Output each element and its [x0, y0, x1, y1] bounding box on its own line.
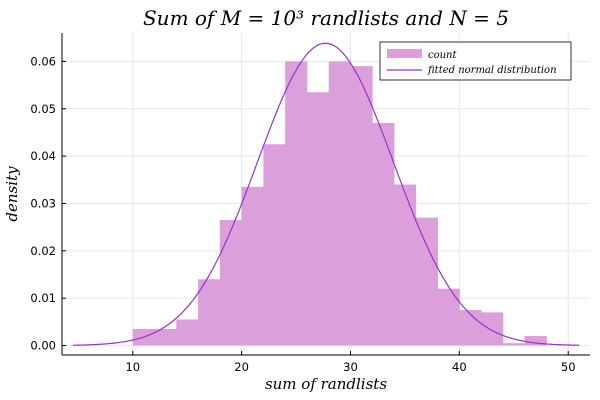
histogram-bar: [263, 144, 286, 346]
x-tick-label: 40: [452, 360, 467, 374]
histogram-bar: [350, 66, 373, 346]
histogram-bar: [306, 92, 330, 346]
legend: count fitted normal distribution: [379, 41, 572, 81]
y-ticks: 0.00 0.01 0.02 0.03 0.04 0.05 0.06: [30, 54, 66, 353]
histogram-bars: [132, 61, 547, 346]
x-tick-label: 30: [343, 360, 358, 374]
histogram-bar: [437, 288, 460, 346]
legend-box: [379, 41, 572, 81]
histogram-bar: [328, 61, 351, 346]
x-tick-label: 50: [561, 360, 576, 374]
x-ticks: 10 20 30 40 50: [125, 351, 576, 374]
histogram-bar: [154, 328, 177, 346]
legend-swatch-count: [387, 49, 422, 58]
chart-title: Sum of M = 10³ randlists and N = 5: [143, 6, 509, 30]
histogram-bar: [459, 310, 482, 346]
axes: [61, 33, 590, 356]
histogram-bar: [176, 319, 199, 346]
histogram-bar: [241, 186, 264, 346]
histogram-bar: [394, 184, 417, 346]
histogram-bar: [219, 220, 243, 346]
x-axis-label: sum of randlists: [265, 375, 387, 393]
legend-label-fitted: fitted normal distribution: [427, 65, 557, 76]
histogram-bar: [198, 279, 221, 346]
y-tick-label: 0.05: [30, 102, 56, 116]
histogram-bar: [372, 122, 395, 346]
legend-label-count: count: [428, 50, 458, 61]
histogram-bar: [415, 217, 438, 346]
x-tick-label: 20: [234, 360, 249, 374]
x-tick-label: 10: [125, 360, 140, 374]
histogram-bar: [481, 312, 504, 346]
histogram-bar: [285, 61, 308, 346]
y-tick-label: 0.02: [30, 244, 56, 258]
y-tick-label: 0.06: [30, 54, 56, 68]
fitted-normal-line: [72, 42, 580, 346]
histogram-bar: [502, 343, 526, 346]
y-tick-label: 0.03: [30, 196, 56, 210]
y-tick-label: 0.04: [30, 149, 56, 163]
y-tick-label: 0.01: [30, 291, 56, 305]
y-axis-label: density: [3, 166, 21, 222]
y-tick-label: 0.00: [30, 339, 56, 353]
histogram-bar: [524, 336, 547, 346]
